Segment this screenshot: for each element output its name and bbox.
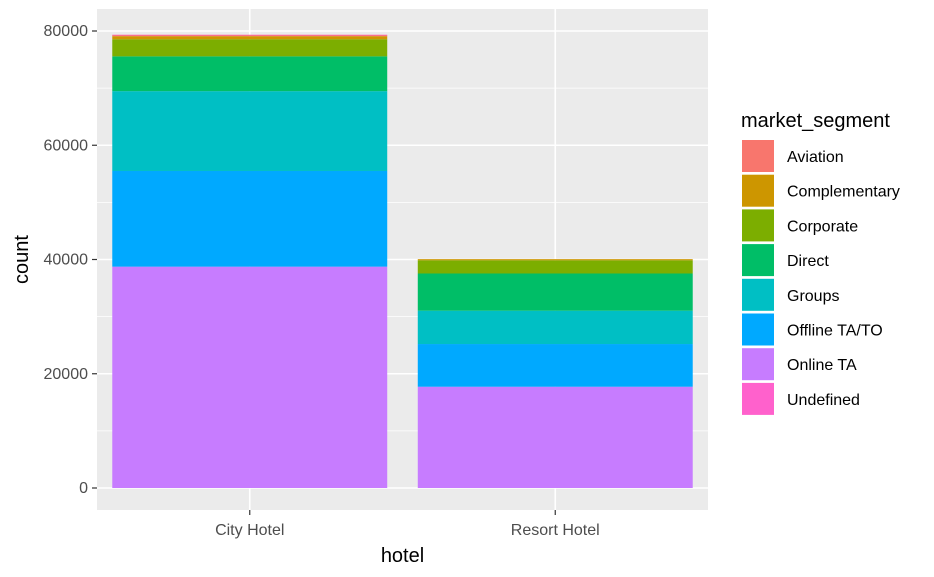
legend-key-online-ta: [742, 348, 774, 381]
bar-segment-online-ta-0: [112, 266, 388, 488]
legend-label: Offline TA/TO: [787, 323, 883, 340]
legend-label: Online TA: [787, 357, 857, 374]
y-tick-label: 40000: [44, 252, 89, 269]
legend-label: Complementary: [787, 184, 900, 201]
legend-key-undefined: [742, 382, 774, 415]
bar-segment-complementary-1: [417, 259, 693, 261]
bars: [112, 34, 693, 488]
y-tick-label: 0: [79, 480, 88, 497]
legend-label: Undefined: [787, 392, 860, 409]
y-axis-title: count: [11, 235, 33, 284]
y-tick-label: 20000: [44, 366, 89, 383]
x-axis: City Hotel Resort Hotel: [215, 510, 600, 539]
bar-segment-corporate-1: [417, 260, 693, 274]
x-axis-title: hotel: [381, 545, 424, 567]
bar-segment-direct-1: [417, 273, 693, 311]
bar-segment-groups-0: [112, 91, 388, 171]
y-tick-label: 80000: [44, 23, 89, 40]
x-tick-label: City Hotel: [215, 522, 284, 539]
legend-title: market_segment: [741, 110, 890, 132]
y-axis: 0 20000 40000 60000 80000: [44, 23, 97, 497]
legend-label: Aviation: [787, 149, 844, 166]
bar-segment-offline-ta-to-0: [112, 170, 388, 267]
legend-key-direct: [742, 244, 774, 277]
legend-label: Corporate: [787, 218, 858, 235]
legend-label: Direct: [787, 253, 829, 270]
bar-segment-offline-ta-to-1: [417, 344, 693, 387]
legend-key-complementary: [742, 174, 774, 207]
y-tick-label: 60000: [44, 137, 89, 154]
bar-segment-complementary-0: [112, 36, 388, 40]
bar-segment-direct-0: [112, 56, 388, 92]
legend: market_segment Aviation Complementary Corp…: [741, 110, 900, 415]
bar-segment-undefined-0: [112, 34, 388, 36]
legend-key-offline-ta-to: [742, 313, 774, 346]
bar-segment-corporate-0: [112, 39, 388, 57]
x-tick-label: Resort Hotel: [511, 522, 600, 539]
legend-key-corporate: [742, 209, 774, 242]
legend-key-groups: [742, 278, 774, 311]
bar-segment-aviation-0: [112, 34, 388, 37]
legend-label: Groups: [787, 288, 839, 305]
bar-segment-online-ta-1: [417, 386, 693, 488]
bar-segment-groups-1: [417, 310, 693, 345]
legend-key-aviation: [742, 140, 774, 172]
